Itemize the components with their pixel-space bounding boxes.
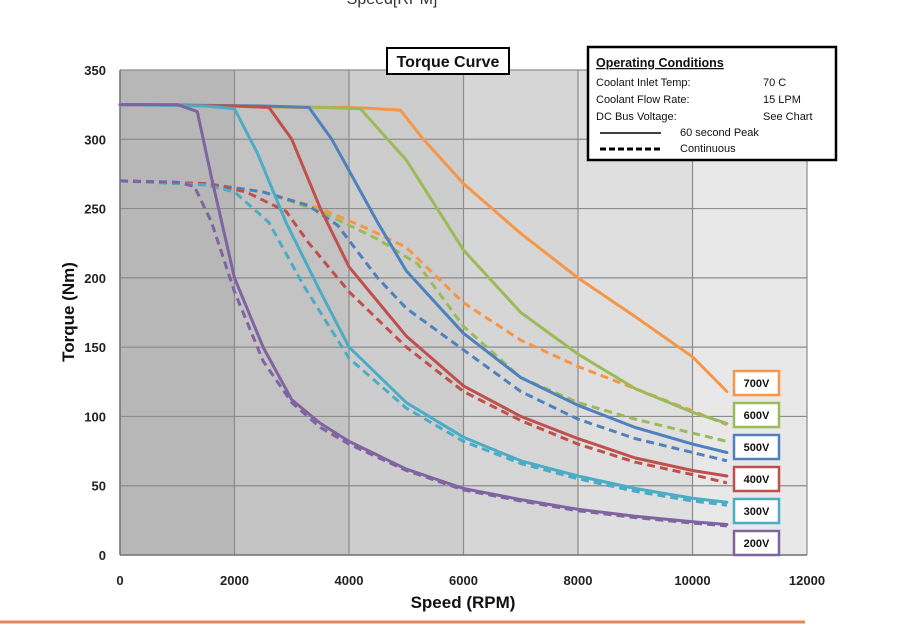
y-tick-labels: 0 50 100 150 200 250 300 350 — [84, 63, 106, 563]
legend-row-label: Coolant Flow Rate: — [596, 94, 690, 106]
voltage-tag — [732, 497, 781, 525]
peak-line — [118, 103, 729, 478]
x-tick-label: 12000 — [789, 573, 825, 588]
x-tick-label: 8000 — [564, 573, 593, 588]
voltage-tag-label: 500V — [744, 442, 770, 454]
series-lines — [118, 103, 729, 528]
voltage-tag-label: 300V — [744, 506, 770, 518]
axes — [119, 70, 807, 556]
y-tick-label: 200 — [84, 271, 106, 286]
y-tick-label: 250 — [84, 202, 106, 217]
x-tick-label: 4000 — [335, 573, 364, 588]
legend-row-label: DC Bus Voltage: — [596, 111, 677, 123]
voltage-tag — [732, 433, 781, 461]
plot-background — [120, 70, 807, 555]
plot-band — [120, 70, 235, 555]
peak-line — [118, 103, 729, 454]
y-tick-label: 50 — [92, 479, 106, 494]
continuous-line — [119, 179, 728, 485]
y-tick-label: 0 — [99, 548, 106, 563]
x-axis-label: Speed (RPM) — [411, 593, 516, 612]
voltage-tag-label: 200V — [744, 538, 770, 550]
peak-line — [118, 103, 729, 504]
voltage-tag — [732, 529, 781, 557]
continuous-line — [119, 179, 728, 463]
operating-conditions-legend: Operating Conditions Coolant Inlet Temp:… — [586, 45, 838, 162]
x-tick-label: 10000 — [674, 573, 710, 588]
chart-title: Torque Curve — [386, 47, 510, 75]
voltage-tag-label: 600V — [744, 410, 770, 422]
y-tick-label: 300 — [84, 132, 106, 147]
legend-row-label: Coolant Inlet Temp: — [596, 77, 691, 89]
chart-title-text: Torque Curve — [397, 54, 500, 71]
voltage-tag-label: 400V — [744, 474, 770, 486]
legend-header: Operating Conditions — [596, 56, 724, 70]
legend-row-value: 15 LPM — [763, 94, 801, 106]
voltage-tag-label: 700V — [744, 378, 770, 390]
legend-continuous-label: Continuous — [680, 143, 736, 155]
y-tick-label: 350 — [84, 63, 106, 78]
legend-peak-label: 60 second Peak — [680, 127, 759, 139]
y-axis-label: Torque (Nm) — [59, 262, 78, 362]
series-voltage-tags: 700V 600V 500V 400V 300V 200V — [732, 369, 781, 557]
y-tick-label: 150 — [84, 340, 106, 355]
peak-line — [118, 103, 729, 526]
voltage-tag — [732, 401, 781, 429]
continuous-line — [119, 179, 728, 507]
legend-row-value: See Chart — [763, 111, 813, 123]
x-tick-labels: 0 2000 4000 6000 8000 10000 12000 — [116, 573, 825, 588]
voltage-tag — [732, 369, 781, 397]
x-tick-label: 6000 — [449, 573, 478, 588]
x-tick-label: 0 — [116, 573, 123, 588]
y-tick-label: 100 — [84, 409, 106, 424]
legend-row-value: 70 C — [763, 77, 786, 89]
top-cut-label: Speed[RPM] — [347, 0, 438, 8]
voltage-tag — [732, 465, 781, 493]
x-tick-label: 2000 — [220, 573, 249, 588]
